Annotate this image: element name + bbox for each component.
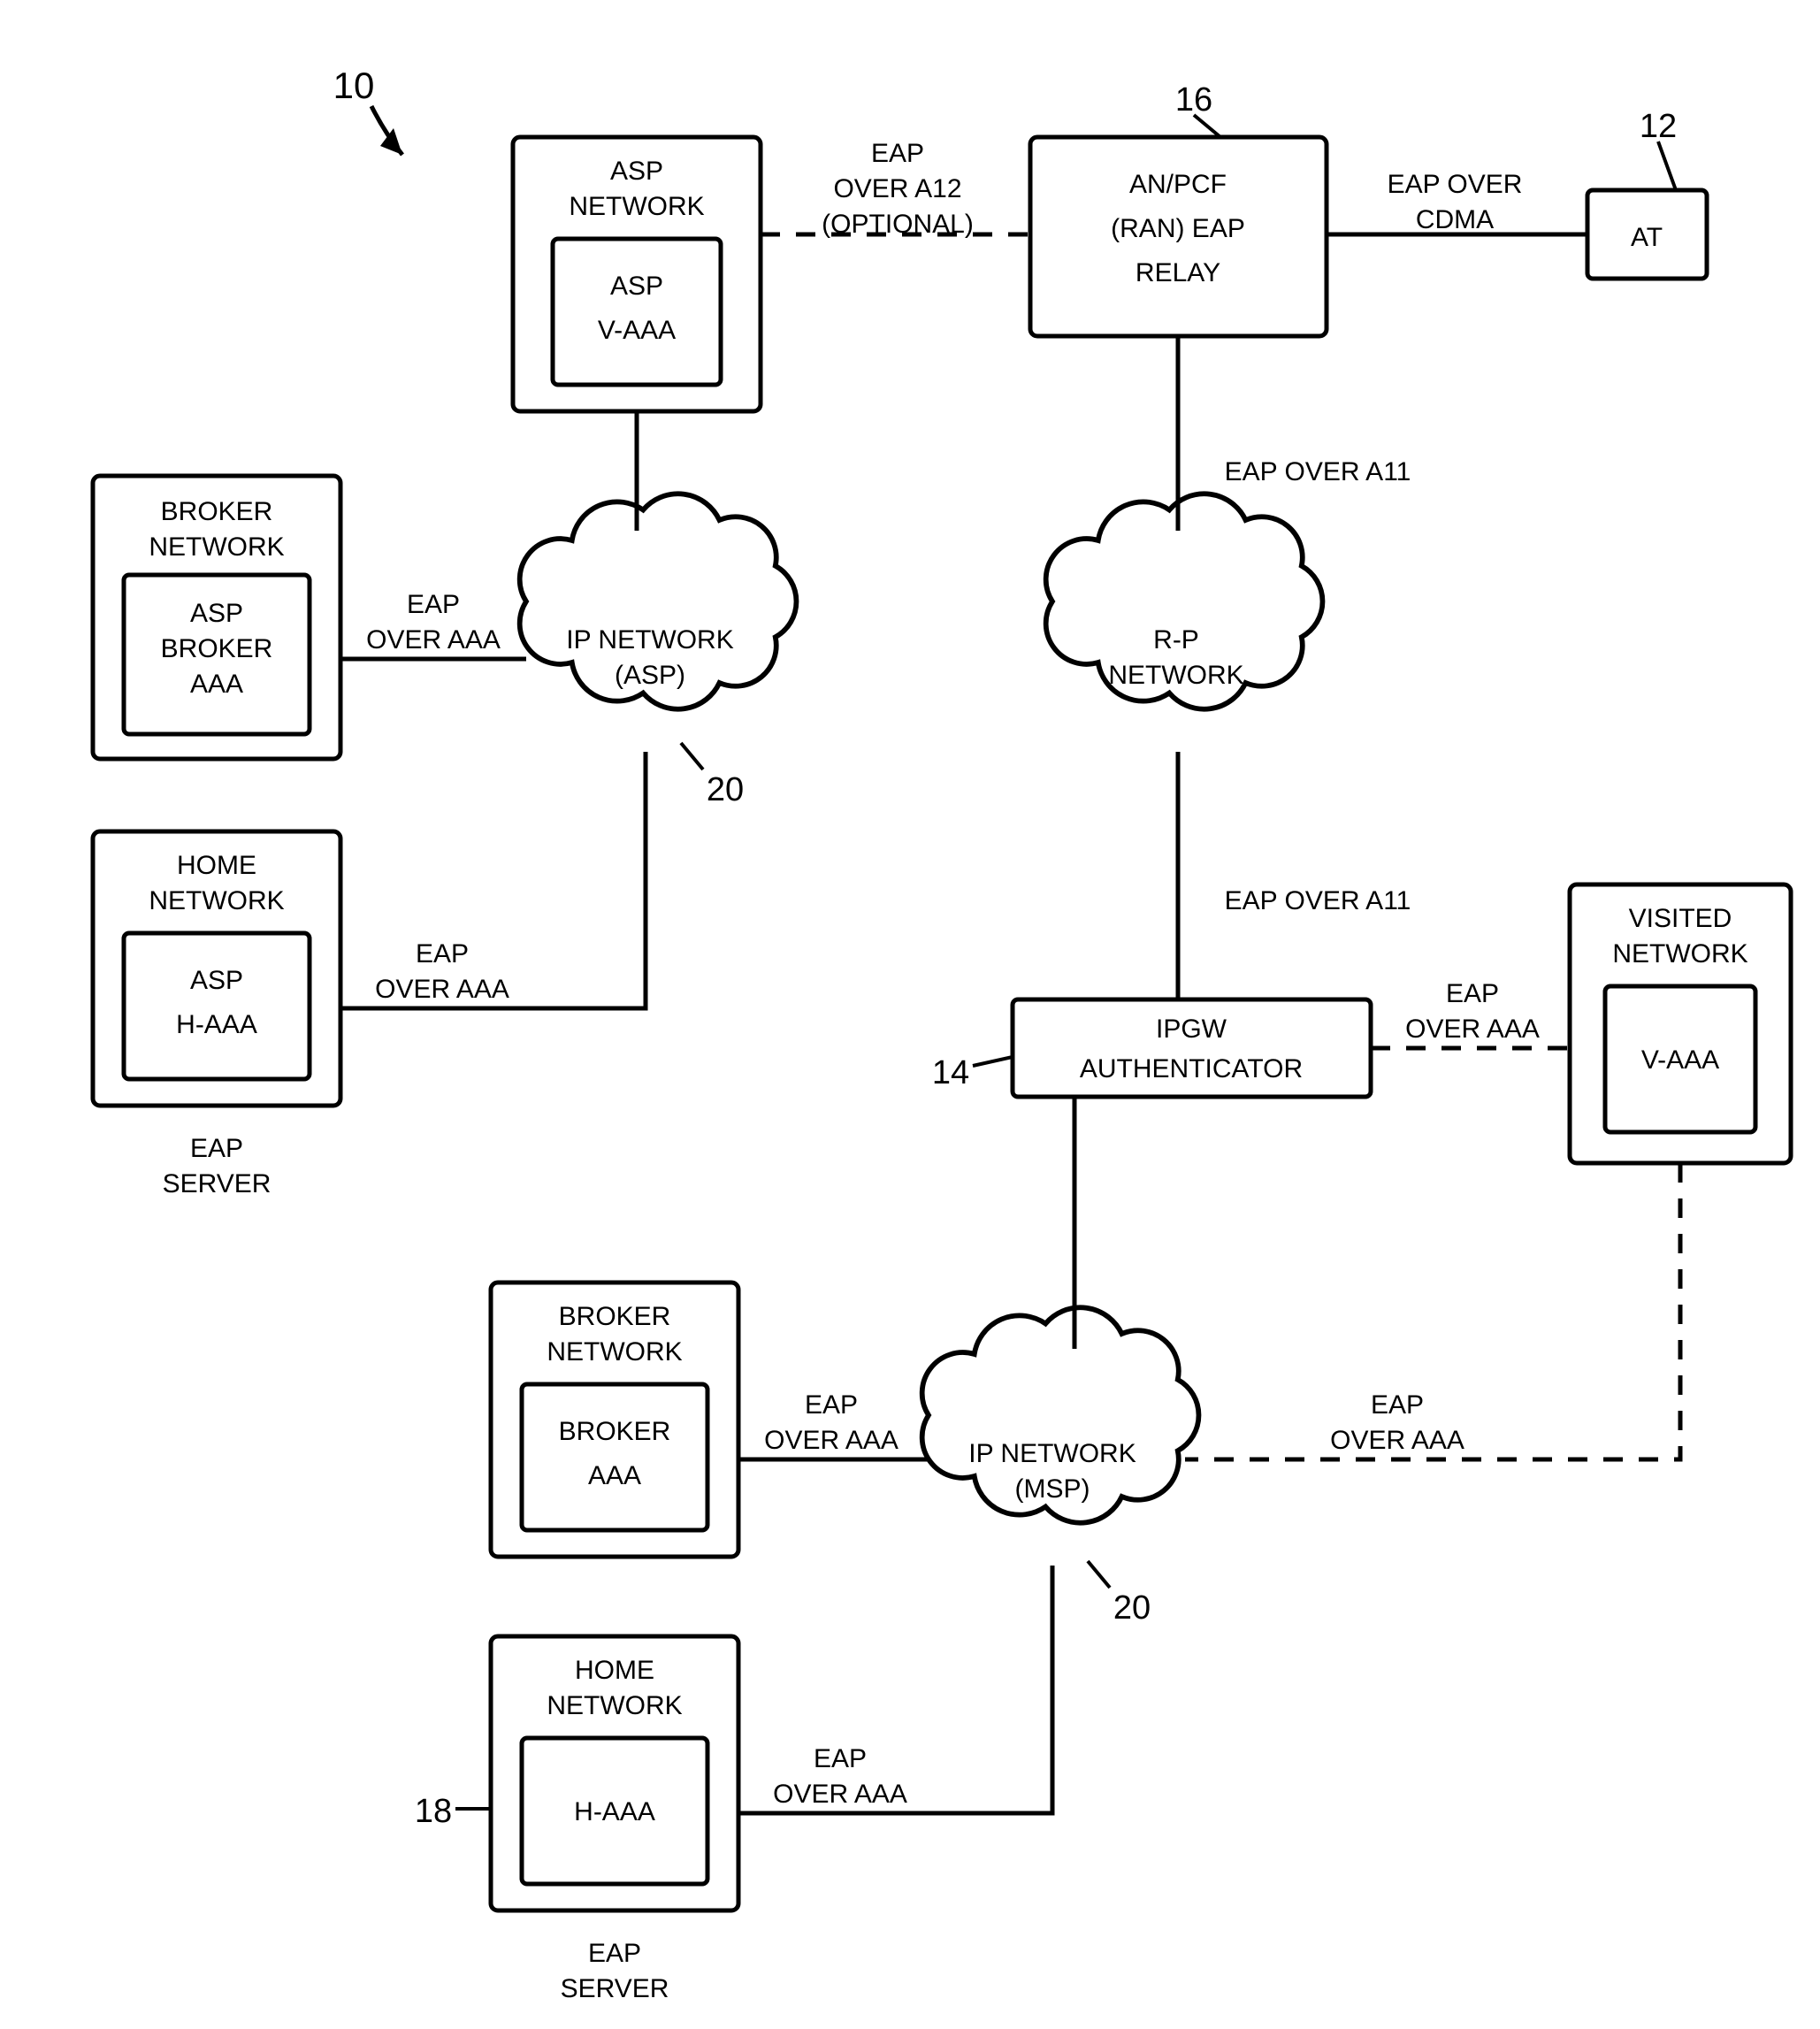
callout-12: 12	[1640, 108, 1677, 145]
broker-bot-node: BROKER NETWORK BROKER AAA	[491, 1282, 738, 1557]
svg-text:SERVER: SERVER	[163, 1169, 271, 1198]
svg-text:EAP: EAP	[871, 139, 924, 168]
svg-text:(OPTIONAL): (OPTIONAL)	[822, 210, 974, 239]
asp-network-node: ASP NETWORK ASP V-AAA	[513, 137, 761, 411]
edge-home-asp	[340, 752, 646, 1008]
svg-text:BROKER: BROKER	[559, 1302, 671, 1331]
svg-text:NETWORK: NETWORK	[547, 1691, 682, 1720]
svg-text:NETWORK: NETWORK	[149, 886, 284, 915]
svg-text:IPGW: IPGW	[1156, 1014, 1227, 1044]
svg-text:(ASP): (ASP)	[615, 661, 685, 690]
svg-text:EAP: EAP	[588, 1939, 641, 1968]
svg-text:HOME: HOME	[177, 851, 256, 880]
svg-text:OVER AAA: OVER AAA	[773, 1780, 907, 1809]
svg-text:R-P: R-P	[1153, 625, 1199, 655]
svg-text:ASP: ASP	[610, 272, 663, 301]
svg-text:V-AAA: V-AAA	[598, 316, 676, 345]
svg-text:EAP OVER: EAP OVER	[1388, 170, 1523, 199]
home-bot-node: HOME NETWORK H-AAA EAP SERVER	[491, 1636, 738, 2003]
svg-text:EAP: EAP	[190, 1134, 243, 1163]
svg-text:AN/PCF: AN/PCF	[1129, 170, 1227, 199]
ipgw-node: IPGW AUTHENTICATOR	[1013, 999, 1371, 1097]
svg-text:OVER AAA: OVER AAA	[1330, 1426, 1464, 1455]
svg-text:CDMA: CDMA	[1416, 205, 1494, 234]
broker-top-node: BROKER NETWORK ASP BROKER AAA	[93, 476, 340, 759]
svg-text:NETWORK: NETWORK	[569, 192, 704, 221]
svg-text:HOME: HOME	[575, 1656, 654, 1685]
network-diagram: 10 ASP NETWORK ASP V-AAA AN/PCF (RAN) EA…	[0, 0, 1820, 2029]
svg-text:NETWORK: NETWORK	[1612, 939, 1747, 969]
svg-text:BROKER: BROKER	[161, 634, 273, 663]
figure-number: 10	[333, 65, 375, 106]
svg-text:BROKER: BROKER	[559, 1417, 671, 1446]
svg-text:EAP OVER A11: EAP OVER A11	[1225, 886, 1411, 915]
svg-text:IP NETWORK: IP NETWORK	[968, 1439, 1136, 1468]
svg-text:NETWORK: NETWORK	[149, 532, 284, 562]
svg-text:OVER AAA: OVER AAA	[1405, 1014, 1540, 1044]
svg-text:H-AAA: H-AAA	[176, 1010, 257, 1039]
svg-text:(MSP): (MSP)	[1015, 1474, 1090, 1504]
svg-text:NETWORK: NETWORK	[1108, 661, 1243, 690]
svg-text:OVER AAA: OVER AAA	[764, 1426, 899, 1455]
callout-14: 14	[932, 1054, 969, 1091]
svg-text:BROKER: BROKER	[161, 497, 273, 526]
svg-text:EAP OVER A11: EAP OVER A11	[1225, 457, 1411, 486]
svg-text:EAP: EAP	[814, 1744, 867, 1773]
svg-text:NETWORK: NETWORK	[547, 1337, 682, 1367]
svg-text:EAP: EAP	[1371, 1390, 1424, 1420]
svg-text:AAA: AAA	[190, 670, 243, 699]
callout-20-asp: 20	[707, 771, 744, 808]
svg-text:OVER AAA: OVER AAA	[375, 975, 509, 1004]
svg-text:(RAN) EAP: (RAN) EAP	[1111, 214, 1245, 243]
edge-home-msp	[738, 1566, 1052, 1813]
svg-text:EAP: EAP	[805, 1390, 858, 1420]
svg-text:V-AAA: V-AAA	[1641, 1045, 1719, 1075]
svg-text:AAA: AAA	[588, 1461, 641, 1490]
home-top-node: HOME NETWORK ASP H-AAA EAP SERVER	[93, 831, 340, 1198]
callout-20-msp: 20	[1113, 1589, 1151, 1627]
callout-16: 16	[1175, 81, 1212, 119]
svg-text:OVER AAA: OVER AAA	[366, 625, 501, 655]
svg-text:ASP: ASP	[190, 599, 243, 628]
svg-text:OVER A12: OVER A12	[833, 174, 961, 203]
arrow-head	[380, 128, 402, 155]
visited-node: VISITED NETWORK V-AAA	[1570, 884, 1791, 1163]
at-node: AT	[1587, 190, 1707, 279]
svg-text:AT: AT	[1631, 223, 1663, 252]
svg-text:H-AAA: H-AAA	[574, 1797, 655, 1826]
svg-text:ASP: ASP	[190, 966, 243, 995]
svg-text:EAP: EAP	[1446, 979, 1499, 1008]
anpcf-node: AN/PCF (RAN) EAP RELAY	[1030, 137, 1327, 336]
svg-text:IP NETWORK: IP NETWORK	[566, 625, 733, 655]
svg-text:SERVER: SERVER	[561, 1974, 669, 2003]
svg-text:AUTHENTICATOR: AUTHENTICATOR	[1080, 1054, 1303, 1083]
svg-text:EAP: EAP	[416, 939, 469, 969]
edge-visited-msp	[1185, 1163, 1680, 1459]
svg-text:ASP: ASP	[610, 157, 663, 186]
callout-18: 18	[415, 1793, 452, 1830]
svg-text:EAP: EAP	[407, 590, 460, 619]
svg-text:VISITED: VISITED	[1629, 904, 1732, 933]
svg-text:RELAY: RELAY	[1136, 258, 1220, 287]
